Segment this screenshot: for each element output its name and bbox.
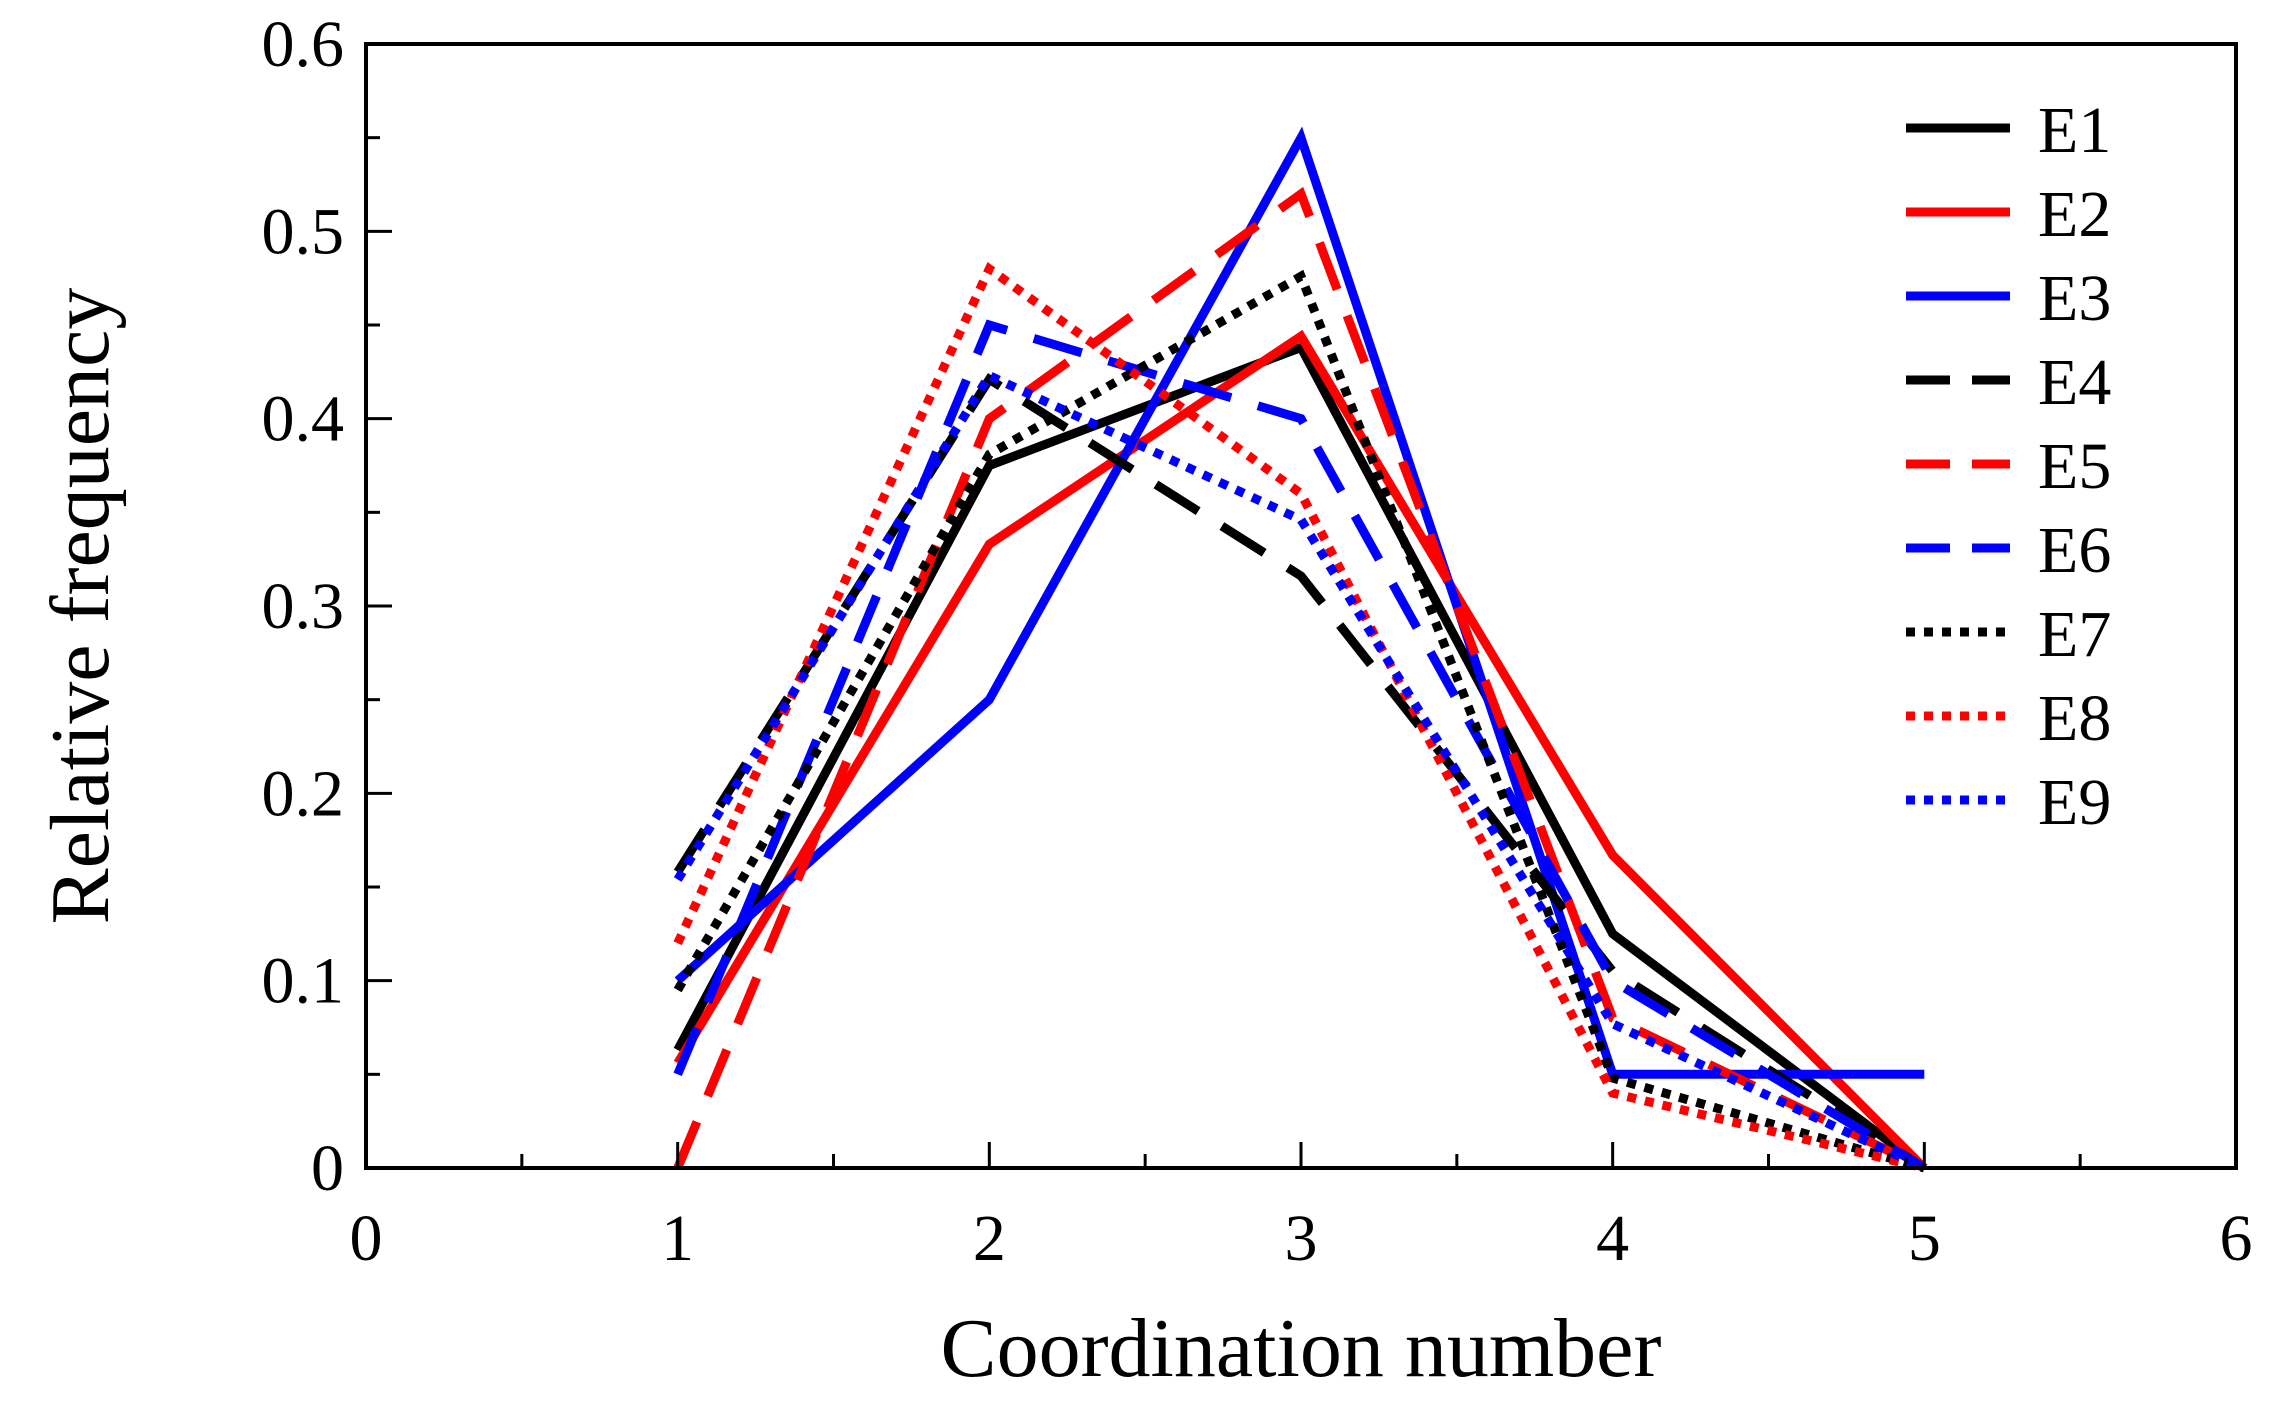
series-line-e7 (673, 269, 1926, 1173)
legend-label-e8: E8 (2038, 682, 2111, 755)
y-axis-title: Relative frequency (34, 288, 127, 925)
legend-label-e9: E9 (2038, 766, 2111, 839)
y-tick-label: 0 (311, 1132, 344, 1205)
y-tick-label: 0.5 (262, 195, 345, 268)
y-tick-label: 0.4 (262, 383, 345, 456)
legend-label-e6: E6 (2038, 514, 2111, 587)
y-tick-label: 0.3 (262, 570, 345, 643)
series-line-e9 (673, 369, 1927, 1173)
x-tick-label: 6 (2220, 1202, 2253, 1275)
legend-label-e3: E3 (2038, 262, 2111, 335)
legend-label-e7: E7 (2038, 598, 2111, 671)
x-tick-label: 1 (661, 1202, 694, 1275)
x-axis-title: Coordination number (941, 1302, 1662, 1395)
legend-label-e2: E2 (2038, 178, 2111, 251)
series-group (673, 126, 1928, 1173)
legend: E1 E2 E3 E4 E5 E6 E7 E8 E9 (1906, 94, 2111, 839)
series-line-e6 (673, 319, 1927, 1172)
series-line-e2 (673, 329, 1928, 1172)
y-tick-label: 0.2 (262, 757, 345, 830)
x-tick-label: 5 (1908, 1202, 1941, 1275)
series-line-e4 (673, 373, 1927, 1172)
x-tick-label: 3 (1285, 1202, 1318, 1275)
ticks-group: 0 1 2 3 4 5 6 0 0.1 0.2 0.3 0.4 0.5 0.6 (262, 8, 2253, 1275)
legend-label-e1: E1 (2038, 94, 2111, 167)
series-line-e8 (673, 261, 1926, 1173)
x-tick-label: 2 (973, 1202, 1006, 1275)
legend-label-e5: E5 (2038, 430, 2111, 503)
x-tick-label: 0 (350, 1202, 383, 1275)
legend-label-e4: E4 (2038, 346, 2111, 419)
x-tick-label: 4 (1596, 1202, 1629, 1275)
y-tick-label: 0.6 (262, 8, 345, 81)
y-tick-label: 0.1 (262, 945, 345, 1018)
